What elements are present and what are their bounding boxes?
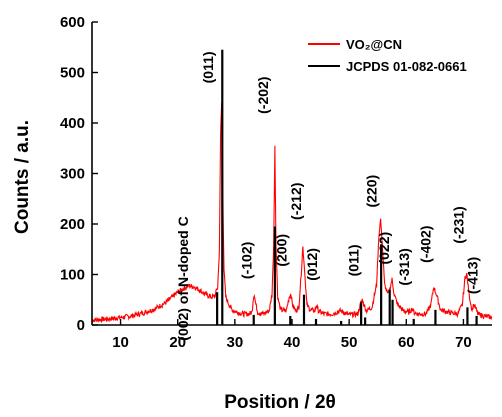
y-tick-label: 400 bbox=[60, 115, 85, 132]
peak-annotation: (011) bbox=[200, 51, 216, 83]
x-axis-label: Position / 2θ bbox=[224, 392, 336, 413]
peak-annotation: (002) of N-doped C bbox=[175, 216, 191, 340]
peak-annotation: (-402) bbox=[417, 226, 433, 263]
legend-label: JCPDS 01-082-0661 bbox=[346, 59, 467, 74]
y-tick-label: 500 bbox=[60, 65, 85, 82]
peak-annotation: (022) bbox=[376, 232, 392, 265]
x-tick-label: 60 bbox=[398, 334, 415, 351]
peak-annotation: (200) bbox=[273, 234, 289, 267]
peak-annotation: (-413) bbox=[465, 257, 481, 294]
peak-annotation: (-231) bbox=[450, 206, 466, 243]
peak-annotation: (-202) bbox=[255, 77, 271, 114]
y-tick-label: 200 bbox=[60, 216, 85, 233]
axes: 0 100 200 300 400 500 600 10 20 30 40 50 60 70 bbox=[60, 14, 492, 351]
peak-annotation: (012) bbox=[304, 248, 320, 281]
y-tick-label: 300 bbox=[60, 166, 85, 183]
y-tick-label: 0 bbox=[77, 317, 85, 334]
x-tick-label: 70 bbox=[455, 334, 472, 351]
peak-annotation: (011) bbox=[345, 244, 361, 276]
legend: VO₂@CN JCPDS 01-082-0661 bbox=[308, 37, 467, 74]
plot-area: (011) (-202) (-102) (200) (-212) (012) (011) (2… bbox=[91, 49, 493, 341]
x-tick-label: 50 bbox=[341, 334, 358, 351]
legend-label: VO₂@CN bbox=[346, 37, 402, 52]
peak-annotation: (-313) bbox=[396, 248, 412, 285]
x-tick-label: 20 bbox=[169, 334, 186, 351]
y-tick-label: 100 bbox=[60, 267, 85, 284]
peak-annotation: (-102) bbox=[238, 242, 254, 279]
peak-annotation: (220) bbox=[364, 175, 380, 208]
peak-annotation: (-212) bbox=[288, 183, 304, 220]
y-tick-label: 600 bbox=[60, 14, 85, 31]
series-line-vo2-cn bbox=[91, 102, 493, 324]
y-axis-label: Counts / a.u. bbox=[12, 120, 33, 234]
x-tick-label: 30 bbox=[227, 334, 244, 351]
x-tick-label: 10 bbox=[112, 334, 129, 351]
x-tick-label: 40 bbox=[284, 334, 301, 351]
